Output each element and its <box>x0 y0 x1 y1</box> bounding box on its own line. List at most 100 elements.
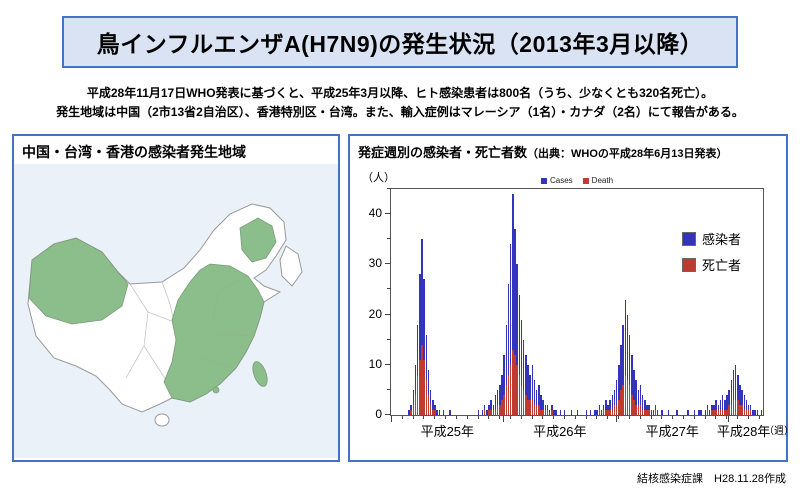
y-axis-label: 20 <box>368 306 382 321</box>
death-bar <box>533 405 536 415</box>
case-bar <box>533 379 536 415</box>
case-bar <box>412 389 415 415</box>
case-bar <box>503 354 505 415</box>
x-axis-tick <box>704 416 706 419</box>
death-bar <box>646 410 648 415</box>
death-bar <box>501 399 503 415</box>
x-axis-tick <box>585 416 587 419</box>
death-bar <box>499 405 501 415</box>
death-bar <box>535 405 538 415</box>
x-axis-tick <box>596 416 598 419</box>
mini-legend: Cases Death <box>540 176 614 185</box>
death-bar <box>741 405 743 415</box>
death-bar <box>728 405 730 415</box>
x-axis-tick <box>747 416 749 419</box>
x-axis-tick <box>531 416 533 419</box>
x-axis-tick <box>466 416 468 419</box>
case-bar <box>704 410 707 415</box>
death-bar <box>434 410 436 415</box>
y-axis-minor-tick <box>387 338 391 340</box>
x-axis-tick <box>682 416 684 419</box>
death-bar <box>429 405 432 415</box>
case-bar <box>505 324 508 415</box>
case-bar <box>486 410 488 415</box>
case-bar <box>641 394 644 415</box>
death-bar <box>613 405 616 415</box>
death-bar <box>516 364 518 415</box>
case-bar <box>719 399 722 415</box>
x-axis-tick <box>455 416 457 419</box>
legend-row-cases: 感染者 <box>681 229 741 248</box>
death-bar <box>628 384 631 415</box>
case-bar <box>650 410 652 415</box>
death-bar <box>745 410 748 415</box>
case-bar <box>661 410 663 415</box>
case-bar <box>512 194 514 415</box>
case-bar <box>509 244 512 415</box>
korea-peninsula <box>279 245 303 287</box>
x-axis-tick <box>509 416 511 419</box>
case-bar <box>754 410 756 415</box>
case-bar <box>633 369 635 415</box>
province-border-lines <box>125 281 175 381</box>
death-bar <box>522 389 525 415</box>
case-bar <box>741 389 743 415</box>
case-bar <box>737 374 739 415</box>
death-bar <box>505 384 508 415</box>
y-axis-label: 40 <box>368 206 382 221</box>
x-axis-tick <box>650 416 652 419</box>
map-panel-title: 中国・台湾・香港の感染者発生地域 <box>22 144 246 160</box>
y-axis-minor-tick <box>387 188 391 189</box>
x-axis-unit: （週） <box>764 426 794 437</box>
x-axis-tick <box>639 416 641 419</box>
case-bar <box>745 399 748 415</box>
x-axis-tick <box>661 416 663 419</box>
taiwan-island <box>252 361 268 387</box>
mini-deaths-label: Death <box>591 176 614 185</box>
case-bar <box>626 314 629 415</box>
case-bar <box>600 410 603 415</box>
chart-legend: 感染者 死亡者 <box>681 229 741 274</box>
death-bar <box>410 410 412 415</box>
case-bar <box>724 399 726 415</box>
case-bar <box>715 399 717 415</box>
death-bar <box>503 394 505 415</box>
death-bar <box>618 399 620 415</box>
x-axis-tick <box>520 416 522 419</box>
title-box: 鳥インフルエンザA(H7N9)の発生状況（2013年3月以降） <box>62 16 738 68</box>
y-axis-tick <box>385 263 391 265</box>
death-bar <box>602 410 605 415</box>
case-bar <box>743 394 745 415</box>
x-year-label: 平成25年 <box>420 424 475 439</box>
y-axis-minor-tick <box>387 238 391 240</box>
death-bar <box>492 410 495 415</box>
death-bar <box>414 394 417 415</box>
death-bar <box>488 410 490 415</box>
cases-legend-swatch-icon <box>681 231 696 246</box>
case-bar <box>538 384 540 415</box>
case-bar <box>531 364 534 415</box>
case-bar <box>477 410 479 415</box>
case-bar <box>514 229 516 415</box>
death-bar <box>419 359 421 415</box>
x-axis-tick <box>607 416 609 419</box>
case-bar <box>570 410 572 415</box>
death-bar <box>715 410 717 415</box>
case-bar <box>639 384 642 415</box>
legend-row-deaths: 死亡者 <box>681 255 741 274</box>
x-axis-tick <box>693 416 695 419</box>
case-bar <box>730 379 732 415</box>
year-boundary-tick <box>728 416 730 422</box>
x-axis-tick <box>445 416 447 419</box>
death-bar <box>527 399 529 415</box>
case-bar <box>436 410 438 415</box>
death-bar <box>494 410 497 415</box>
intro-line-1: 平成28年11月17日WHO発表に基づくと、平成25年3月以降、ヒト感染患者は8… <box>86 86 714 100</box>
case-bar <box>698 410 700 415</box>
death-bar <box>633 399 635 415</box>
death-bar <box>620 389 622 415</box>
intro-text: 平成28年11月17日WHO発表に基づくと、平成25年3月以降、ヒト感染患者は8… <box>16 84 784 122</box>
case-bar <box>490 399 492 415</box>
x-axis-tick <box>542 416 544 419</box>
